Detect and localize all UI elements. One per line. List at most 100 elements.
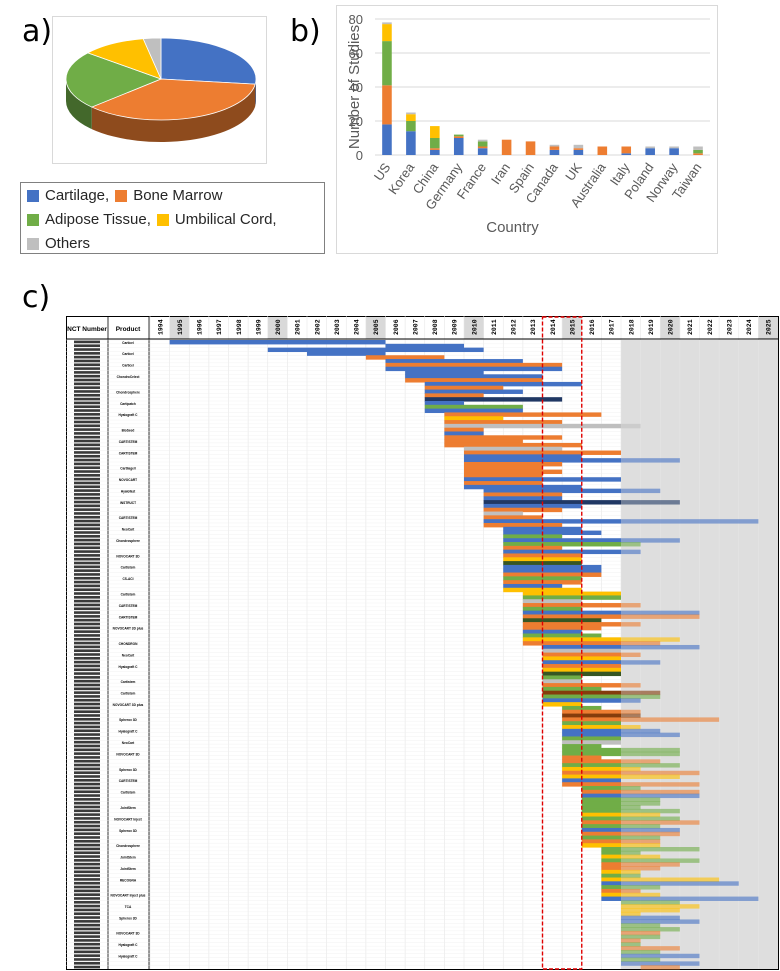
gantt-bar — [601, 892, 621, 898]
gantt-bar-projected — [621, 934, 661, 940]
gantt-bar-projected — [621, 881, 739, 886]
nct-number-cell — [74, 447, 100, 450]
gantt-bar-projected — [621, 946, 680, 951]
nct-number-cell — [74, 679, 100, 683]
gantt-bar — [601, 869, 621, 875]
gantt-bar — [503, 576, 582, 581]
gantt-bar — [503, 572, 602, 577]
gantt-bar — [522, 629, 582, 635]
gantt-bar — [562, 705, 602, 711]
nct-number-cell — [74, 344, 100, 348]
gantt-bar-projected — [621, 824, 661, 829]
year-header-shade — [562, 317, 582, 339]
year-label: 2000 — [275, 319, 282, 335]
gantt-bar-projected — [621, 614, 700, 619]
nct-number-cell — [74, 893, 100, 896]
gantt-bar-projected — [621, 423, 641, 429]
product-label: CARTISTEM — [119, 451, 138, 455]
nct-number-cell — [74, 443, 100, 447]
nct-number-cell — [74, 401, 100, 405]
gantt-bar — [601, 850, 621, 856]
y-tick-label: 40 — [349, 80, 363, 95]
product-label: Chondrosphere — [116, 390, 140, 394]
gantt-bar — [444, 427, 484, 433]
gantt-bar — [542, 683, 621, 688]
nct-number-cell — [74, 386, 100, 389]
gantt-bar — [562, 728, 621, 734]
gantt-bar-projected — [621, 797, 661, 802]
gantt-bar — [562, 717, 621, 722]
gantt-bar — [562, 751, 621, 757]
year-label: 2013 — [530, 319, 537, 335]
nct-number-cell — [74, 870, 100, 874]
bar-segment-adipose-tissue — [453, 134, 464, 137]
gantt-bar — [503, 545, 563, 551]
year-label: 2014 — [550, 319, 557, 335]
gantt-bar — [601, 866, 621, 871]
gantt-bar-projected — [621, 690, 661, 696]
nct-number-cell — [74, 897, 100, 900]
nct-number-cell — [74, 584, 100, 588]
bar-segment-bone-marrow — [573, 148, 584, 150]
nct-number-cell — [74, 504, 100, 508]
nct-number-cell — [74, 454, 100, 458]
gantt-bar — [562, 763, 621, 768]
nct-number-cell — [74, 885, 100, 889]
nct-number-cell — [74, 813, 100, 816]
nct-number-cell — [74, 466, 100, 470]
gantt-bar — [267, 347, 484, 353]
gantt-bar — [581, 793, 621, 799]
gantt-bar — [424, 389, 523, 394]
nct-number-cell — [74, 599, 100, 603]
product-label: NeoCart — [122, 653, 135, 657]
nct-number-cell — [74, 592, 100, 595]
gantt-bar-projected — [621, 831, 680, 837]
gantt-bar — [522, 614, 621, 619]
product-label: Hyalograft C — [119, 730, 139, 734]
legend-label: Bone Marrow — [133, 187, 223, 204]
bar-segment-cartilage — [382, 124, 392, 155]
product-label: Chondrosphere — [116, 539, 140, 543]
gantt-bar — [581, 827, 621, 833]
gantt-bar-projected — [621, 805, 641, 810]
gantt-bar-projected — [621, 866, 661, 871]
nct-number-cell — [74, 626, 100, 630]
gantt-bar-projected — [621, 827, 680, 833]
gantt-bar — [169, 340, 386, 345]
gantt-bar-projected — [621, 927, 680, 932]
nct-number-cell — [74, 451, 100, 454]
nct-number-cell — [74, 676, 100, 679]
panel-label-a: a) — [22, 14, 53, 49]
gantt-bar-projected — [621, 725, 641, 730]
nct-number-cell — [74, 378, 100, 382]
nct-number-cell — [74, 668, 100, 672]
gantt-bar-projected — [621, 843, 661, 848]
pie-chart — [65, 37, 257, 142]
gantt-bar — [562, 725, 621, 730]
nct-number-cell — [74, 397, 100, 401]
gantt-bar — [522, 625, 602, 631]
year-label: 2008 — [432, 319, 439, 335]
year-label: 1994 — [157, 319, 164, 335]
nct-number-cell — [74, 718, 100, 721]
gantt-bar — [464, 461, 563, 467]
bar-segment-adipose-tissue — [693, 149, 703, 154]
gantt-bar-projected — [621, 854, 661, 860]
nct-number-cell — [74, 531, 100, 534]
gantt-chart: NCT Number Product 1994 1995 1996 1997 1998 199… — [66, 316, 779, 970]
gantt-bar-projected — [621, 759, 661, 764]
nct-number-cell — [74, 805, 100, 809]
nct-number-cell — [74, 820, 100, 824]
nct-number-cell — [74, 939, 100, 942]
nct-number-cell — [74, 866, 100, 870]
nct-number-cell — [74, 458, 100, 462]
gantt-bar — [503, 583, 563, 589]
gantt-bar-projected — [621, 542, 641, 547]
nct-number-cell — [74, 832, 100, 835]
gantt-bar-projected — [621, 770, 700, 776]
gantt-bar — [424, 397, 563, 402]
bar-segment-bone-marrow — [693, 153, 703, 155]
gantt-bar-projected — [621, 953, 700, 959]
year-label: 2011 — [491, 319, 498, 335]
pie-slice-side — [255, 79, 256, 107]
